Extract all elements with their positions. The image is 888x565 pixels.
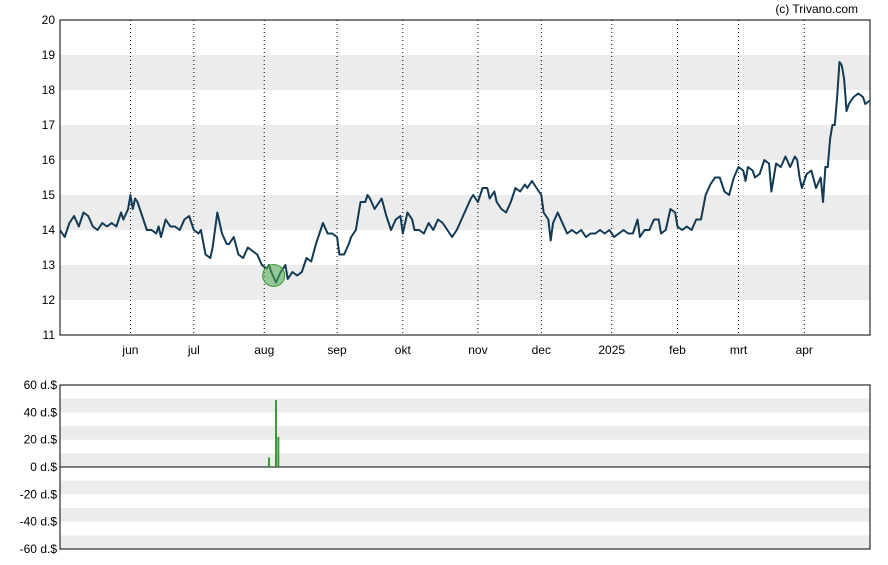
- month-tick-label: feb: [669, 343, 686, 357]
- volume-bar: [275, 400, 277, 467]
- price-y-tick-label: 19: [42, 48, 56, 62]
- month-tick-label: dec: [532, 343, 551, 357]
- volume-y-tick-label: 20 d.$: [24, 433, 58, 447]
- volume-y-tick-label: -60 d.$: [20, 542, 58, 556]
- volume-grid-band: [60, 535, 870, 549]
- volume-bar: [267, 457, 270, 467]
- month-tick-label: mrt: [730, 343, 748, 357]
- month-tick-label: sep: [327, 343, 347, 357]
- month-tick-label: okt: [395, 343, 412, 357]
- month-tick-label: apr: [796, 343, 813, 357]
- volume-grid-band: [60, 426, 870, 440]
- price-y-tick-label: 14: [42, 223, 56, 237]
- price-grid-band: [60, 265, 870, 300]
- volume-grid-band: [60, 453, 870, 467]
- volume-y-tick-label: -20 d.$: [20, 487, 58, 501]
- month-tick-label: jul: [187, 343, 200, 357]
- month-tick-label: aug: [254, 343, 274, 357]
- price-y-tick-label: 17: [42, 118, 56, 132]
- price-y-tick-label: 15: [42, 188, 56, 202]
- price-y-tick-label: 20: [42, 13, 56, 27]
- buy-signal-marker: [262, 264, 286, 287]
- price-y-tick-label: 16: [42, 153, 56, 167]
- month-tick-label: 2025: [598, 343, 625, 357]
- volume-plot-frame: [59, 384, 871, 550]
- month-tick-label: jun: [121, 343, 138, 357]
- price-y-tick-label: 11: [43, 328, 56, 342]
- volume-grid-band: [60, 508, 870, 522]
- volume-y-tick-label: 60 d.$: [24, 378, 58, 392]
- price-plot-frame: [59, 19, 871, 336]
- volume-bar: [277, 436, 280, 467]
- price-line: [59, 61, 871, 284]
- price-y-tick-label: 18: [42, 83, 56, 97]
- volume-y-tick-label: -40 d.$: [20, 515, 58, 529]
- price-y-tick-label: 13: [42, 258, 56, 272]
- volume-grid-band: [60, 398, 870, 413]
- volume-y-tick-label: 40 d.$: [24, 405, 58, 419]
- volume-y-tick-label: 0 d.$: [30, 460, 57, 474]
- price-grid-band: [60, 125, 870, 160]
- credit-label: (c) Trivano.com: [775, 2, 858, 16]
- volume-grid-band: [60, 480, 870, 495]
- month-tick-label: nov: [468, 343, 487, 357]
- price-y-tick-label: 12: [42, 293, 56, 307]
- price-grid-band: [60, 55, 870, 90]
